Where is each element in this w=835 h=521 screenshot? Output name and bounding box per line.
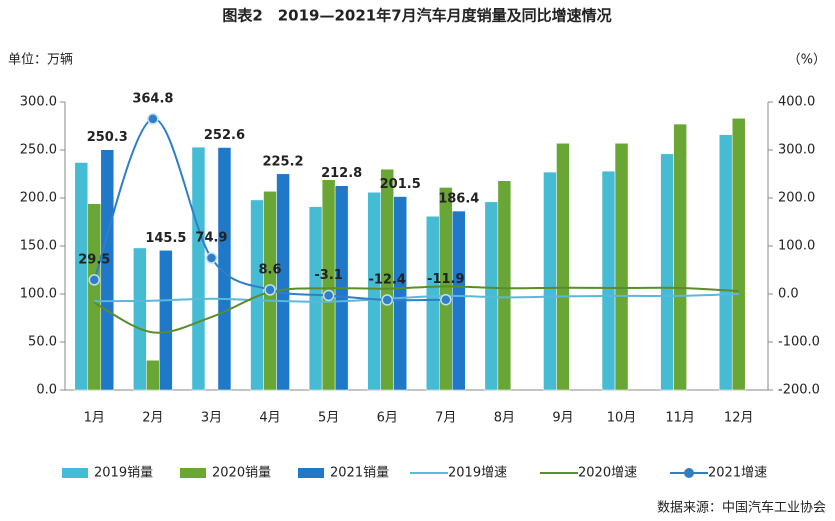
bar — [100, 149, 115, 391]
y2-tick-label: 300.0 — [778, 143, 815, 158]
y2-tick-label: 200.0 — [778, 191, 815, 206]
bar-value-label: 252.6 — [204, 128, 245, 143]
x-tick-label: 12月 — [724, 411, 754, 426]
y-tick-label: 0.0 — [36, 383, 57, 398]
line — [94, 293, 739, 303]
bar — [673, 123, 687, 391]
y-tick-label: 50.0 — [28, 335, 57, 350]
y2-tick-label: 0.0 — [778, 287, 799, 302]
bar-value-label: 250.3 — [87, 130, 128, 145]
y-axis-label: 单位：万辆 — [8, 53, 73, 68]
bar — [556, 143, 570, 391]
y-tick-label: 100.0 — [20, 287, 57, 302]
bar — [660, 153, 674, 391]
line — [93, 117, 446, 302]
legend-label: 2020销量 — [212, 466, 271, 481]
bar — [276, 173, 290, 391]
bar — [87, 203, 102, 391]
legend-label: 2021销量 — [330, 466, 389, 481]
legend-swatch — [62, 468, 88, 478]
x-tick-label: 11月 — [665, 411, 695, 426]
bar — [308, 206, 323, 391]
bar-value-label: 212.8 — [321, 166, 362, 181]
bar — [497, 180, 512, 391]
y2-tick-label: 400.0 — [778, 95, 815, 110]
y-tick-label: 250.0 — [20, 143, 57, 158]
line-marker — [205, 252, 218, 264]
legend-label: 2021增速 — [708, 466, 767, 481]
line-marker — [381, 294, 393, 306]
y-tick-label: 200.0 — [20, 191, 57, 206]
line-value-label: 74.9 — [195, 231, 227, 246]
bar — [159, 250, 173, 391]
x-tick-label: 5月 — [318, 411, 339, 426]
x-tick-label: 7月 — [435, 411, 456, 426]
bar — [484, 201, 499, 391]
line-value-label: -12.4 — [368, 272, 405, 287]
line-value-label: -11.9 — [427, 272, 464, 287]
bar — [426, 215, 440, 391]
x-tick-label: 3月 — [201, 411, 222, 426]
bar — [543, 171, 557, 391]
bar — [146, 359, 160, 391]
x-tick-label: 10月 — [607, 411, 637, 426]
bar — [601, 170, 616, 391]
line-value-label: 364.8 — [132, 91, 173, 106]
bar-value-label: 145.5 — [145, 231, 186, 246]
legend-label: 2019增速 — [448, 466, 507, 481]
bar — [718, 134, 733, 391]
y-tick-label: 300.0 — [20, 95, 57, 110]
legend-swatch — [684, 468, 694, 478]
line-value-label: 8.6 — [259, 262, 282, 277]
bar — [393, 196, 407, 391]
legend-swatch — [298, 468, 324, 478]
line-marker — [88, 274, 101, 286]
line — [93, 285, 739, 334]
y-tick-label: 150.0 — [20, 239, 57, 254]
source: 数据来源：中国汽车工业协会 — [657, 500, 826, 516]
line-marker — [322, 289, 335, 302]
bar — [439, 187, 453, 391]
y2-tick-label: -100.0 — [778, 335, 820, 350]
bar — [452, 210, 466, 391]
bar — [133, 247, 147, 391]
bar — [367, 191, 381, 391]
line-marker — [440, 293, 452, 306]
x-tick-label: 1月 — [84, 411, 105, 426]
bar — [74, 162, 89, 391]
bar — [731, 118, 746, 391]
line-value-label: 29.5 — [78, 252, 110, 267]
bar-value-label: 201.5 — [380, 177, 421, 192]
legend-label: 2020增速 — [578, 466, 637, 481]
chart-title: 图表2 2019—2021年7月汽车月度销量及同比增速情况 — [222, 7, 611, 25]
bar — [614, 143, 629, 391]
line-marker — [264, 284, 276, 296]
x-tick-label: 9月 — [552, 411, 573, 426]
x-tick-label: 6月 — [377, 411, 398, 426]
y2-tick-label: -200.0 — [778, 383, 820, 398]
y2-tick-label: 100.0 — [778, 239, 815, 254]
legend-swatch — [180, 468, 206, 478]
bar — [191, 146, 206, 391]
bar-value-label: 225.2 — [262, 154, 303, 169]
bar-value-label: 186.4 — [438, 192, 479, 207]
bar — [217, 147, 232, 391]
y2-axis-label: （%） — [788, 53, 826, 68]
legend-label: 2019销量 — [94, 466, 153, 481]
x-tick-label: 4月 — [259, 411, 280, 426]
line-marker — [147, 113, 159, 125]
bar — [321, 179, 336, 391]
line-value-label: -3.1 — [314, 268, 342, 283]
x-tick-label: 2月 — [142, 411, 163, 426]
x-tick-label: 8月 — [494, 411, 515, 426]
